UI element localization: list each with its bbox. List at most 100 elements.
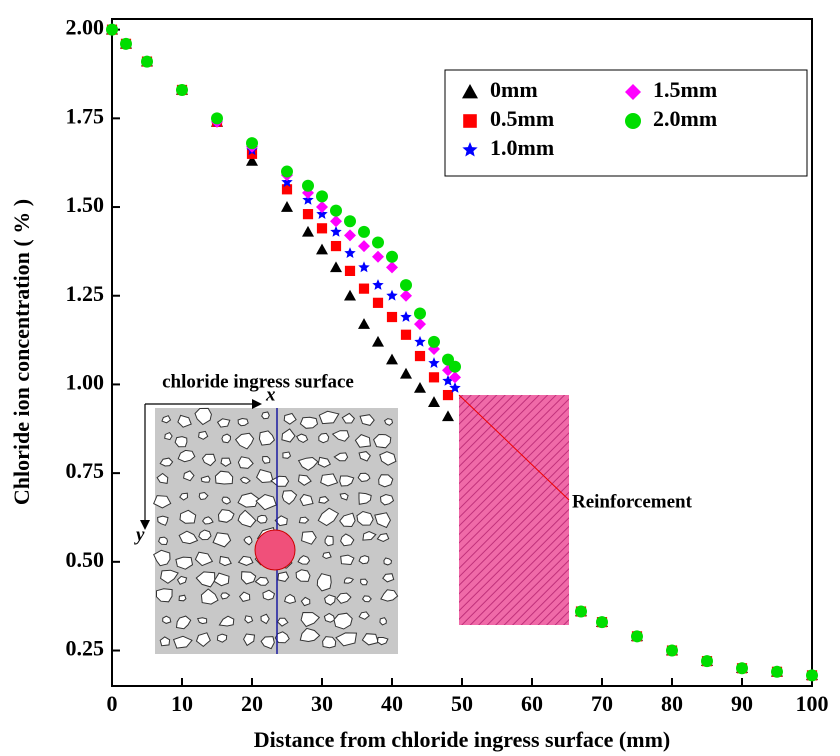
data-point [414,307,426,320]
data-point [330,215,342,228]
aggregate [382,573,395,583]
data-point [386,289,398,301]
aggregate [297,474,312,486]
aggregate [318,496,330,504]
aggregate [358,611,370,620]
data-point [302,193,314,205]
aggregate [198,430,209,440]
y-tick-label: 2.00 [66,15,105,40]
aggregate [297,555,311,565]
data-point [414,350,426,362]
y-tick-label: 1.75 [66,103,105,128]
aggregate [162,615,172,624]
data-point [372,236,384,249]
data-point [316,208,328,219]
aggregate [158,536,169,546]
aggregate [179,492,189,501]
aggregate [218,615,235,627]
aggregate [255,493,277,511]
aggregate [323,612,336,623]
data-point [400,367,412,379]
data-point [442,410,454,422]
data-point [344,215,356,228]
aggregate [297,456,319,471]
data-point [386,250,398,263]
data-point [358,261,370,273]
reinforcement-zone [459,395,569,625]
aggregate [333,452,349,462]
data-point [575,605,587,618]
aggregate [300,596,311,607]
y-tick-label: 0.75 [66,458,105,483]
aggregate [339,475,355,487]
data-point [442,389,454,401]
aggregate [254,576,270,586]
aggregate [220,457,232,467]
aggregate [299,627,321,643]
data-point [316,201,328,214]
data-point [400,329,412,340]
aggregate [156,588,173,603]
data-point [372,297,384,308]
data-point [428,357,440,368]
data-point [281,165,293,178]
arrowhead [252,399,262,409]
aggregate [200,588,219,605]
aggregate [282,451,292,459]
aggregate [214,470,234,485]
data-point [701,655,713,668]
aggregate [238,591,251,602]
aggregate [361,595,372,603]
reinforcement-line [458,394,570,501]
aggregate [374,512,391,529]
data-point [386,311,398,323]
aggregate [322,551,332,560]
data-point [428,372,440,383]
legend-label: 1.0mm [490,135,554,160]
aggregate [177,449,196,463]
legend-marker [462,84,478,99]
data-point [449,360,461,373]
x-tick-label: 80 [661,691,683,716]
data-point [330,240,342,252]
data-point [211,112,223,125]
aggregate [324,594,336,606]
aggregate [379,493,395,506]
x-tick-label: 100 [796,691,829,716]
data-point [771,665,783,678]
legend-label: 0.5mm [490,106,554,131]
aggregate [153,549,171,567]
aggregate [234,432,255,450]
aggregate [379,451,397,466]
aggregate [159,636,171,647]
aggregate [243,535,253,546]
data-point [344,229,356,242]
aggregate [175,615,192,630]
aggregate [343,577,354,584]
y-tick-label: 1.25 [66,281,105,306]
aggregate [194,551,214,567]
x-tick-label: 60 [521,691,543,716]
legend-label: 0mm [490,77,538,102]
data-point [386,261,398,274]
aggregate [161,415,172,424]
aggregate [237,555,254,566]
aggregate [196,617,208,625]
aggregate [157,515,169,526]
aggregate [358,555,370,565]
aggregate [172,635,193,649]
aggregate [212,532,232,548]
aggregate [354,434,371,448]
aggregate [340,554,355,566]
aggregate [200,475,211,483]
y-axis-label: Chloride ion concentration ( % ) [9,199,34,505]
aggregate [281,428,296,443]
data-point [428,396,440,407]
data-point [141,55,153,68]
aggregate [296,433,309,443]
aggregate [179,509,197,524]
aggregate [221,433,232,444]
aggregate [240,571,257,585]
aggregate [183,470,195,482]
data-point [120,37,132,50]
